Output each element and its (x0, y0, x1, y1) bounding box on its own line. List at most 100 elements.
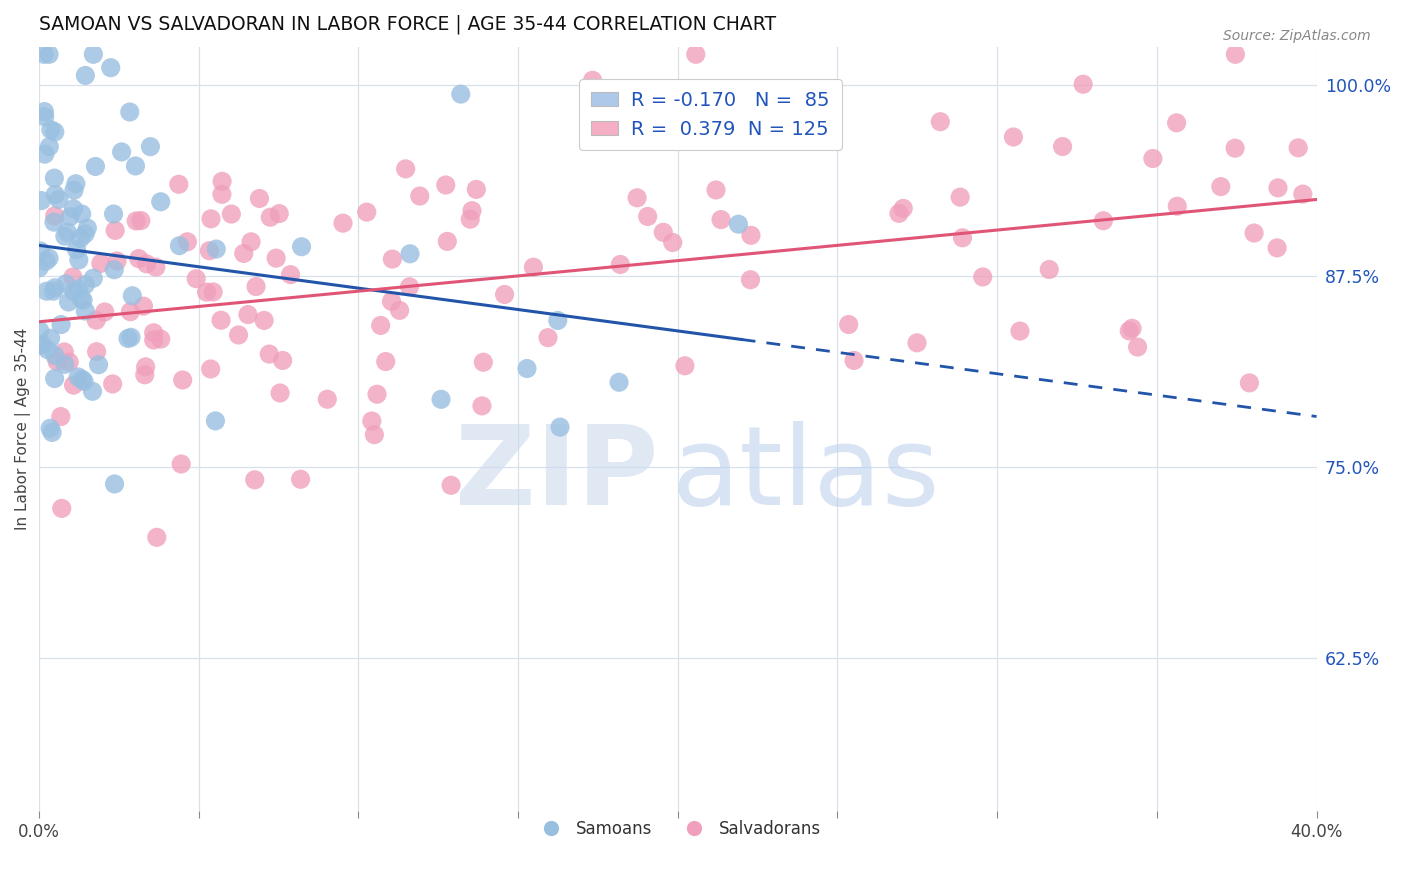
Point (124, 159, 146, 173)
Point (465, 182, 488, 196)
Point (494, 287, 516, 301)
Point (1225, 47, 1247, 62)
Point (67, 370, 90, 384)
Point (59, 210, 82, 224)
Point (1142, 152, 1164, 166)
Point (450, 87, 472, 102)
Point (103, 207, 125, 221)
Point (200, 211, 222, 226)
Point (104, 223, 127, 237)
Point (67, 282, 90, 296)
Point (637, 210, 659, 224)
Point (62, 202, 84, 216)
Point (75, 227, 97, 241)
Point (76, 221, 98, 235)
Point (548, 420, 571, 434)
Point (118, 105, 141, 120)
Point (93, 305, 115, 319)
Point (28, 324, 51, 338)
Point (30, 194, 52, 208)
Point (253, 313, 276, 327)
Point (44, 348, 66, 362)
Point (75, 304, 97, 318)
Point (35, 254, 58, 268)
Point (101, 376, 124, 391)
Point (39, 421, 62, 435)
Point (51, 501, 73, 516)
Point (472, 355, 495, 369)
Point (461, 203, 484, 218)
Point (547, 313, 569, 327)
Point (380, 294, 402, 309)
Point (82, 271, 104, 285)
Point (243, 473, 266, 487)
Point (271, 353, 294, 368)
Point (516, 361, 538, 376)
Point (62, 270, 84, 285)
Point (370, 318, 392, 333)
Point (221, 207, 243, 221)
Point (290, 240, 312, 254)
Point (120, 330, 142, 344)
Point (949, 190, 972, 204)
Point (399, 247, 422, 261)
Point (1209, 179, 1232, 194)
Point (30, 338, 52, 352)
Point (103, 262, 125, 277)
Point (1008, 324, 1031, 338)
Point (929, 114, 952, 128)
Point (63, 183, 86, 197)
Point (471, 399, 494, 413)
Point (395, 161, 418, 176)
Point (42, 215, 65, 229)
Point (1052, 139, 1074, 153)
Point (1071, 77, 1094, 91)
Point (53, 345, 76, 359)
Point (44, 281, 66, 295)
Point (70, 372, 93, 386)
Point (41, 425, 63, 440)
Point (1239, 376, 1261, 390)
Point (39, 122, 62, 136)
Point (42, 284, 65, 298)
Point (31, 337, 53, 351)
Point (145, 260, 167, 274)
Point (105, 254, 128, 268)
Text: ZIP: ZIP (456, 421, 658, 528)
Point (522, 260, 544, 275)
Point (35, 284, 58, 298)
Point (228, 328, 250, 343)
Point (73, 375, 96, 389)
Point (1286, 141, 1309, 155)
Point (280, 268, 302, 282)
Point (381, 252, 404, 266)
Point (290, 472, 312, 486)
Point (44, 371, 66, 385)
Point (607, 376, 630, 390)
Point (167, 178, 190, 192)
Point (39, 331, 62, 345)
Point (176, 235, 198, 249)
Point (205, 242, 228, 256)
Point (53, 229, 76, 244)
Point (37, 343, 59, 357)
Point (211, 174, 233, 188)
Point (110, 145, 132, 159)
Point (356, 205, 378, 219)
Point (887, 206, 910, 220)
Point (430, 392, 453, 407)
Point (1166, 199, 1188, 213)
Point (28, 260, 51, 275)
Text: SAMOAN VS SALVADORAN IN LABOR FORCE | AGE 35-44 CORRELATION CHART: SAMOAN VS SALVADORAN IN LABOR FORCE | AG… (39, 15, 776, 35)
Point (972, 269, 994, 284)
Point (952, 231, 974, 245)
Point (200, 362, 222, 376)
Point (82, 384, 104, 399)
Point (537, 331, 560, 345)
Point (55, 277, 77, 291)
Point (409, 189, 432, 203)
Point (34, 110, 56, 124)
Point (67, 252, 90, 267)
Point (740, 228, 762, 243)
Point (75, 69, 97, 83)
